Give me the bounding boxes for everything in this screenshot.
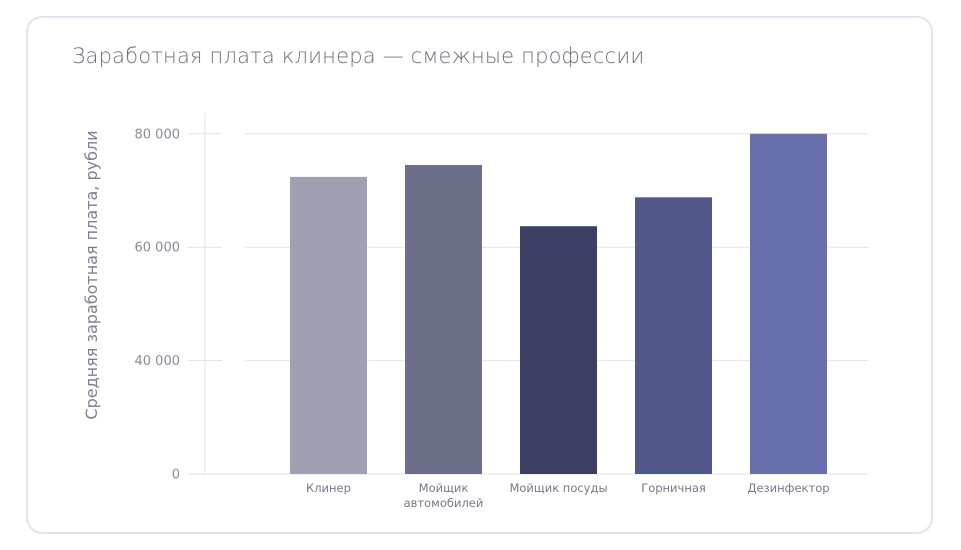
y-tick-label: 60 000	[135, 241, 181, 256]
x-tick-label: Мойщик	[419, 481, 469, 495]
bar	[635, 197, 712, 474]
x-tick-label: автомобилей	[404, 496, 484, 510]
bar	[405, 164, 482, 475]
y-tick-label: 0	[172, 468, 180, 483]
chart-title: Заработная плата клинера — смежные профе…	[72, 44, 645, 68]
x-tick-label: Дезинфектор	[747, 481, 829, 495]
bar	[520, 226, 597, 474]
y-tick-label: 40 000	[135, 354, 181, 369]
bar	[290, 176, 367, 474]
y-tick-label: 80 000	[135, 127, 181, 142]
y-axis-label: Средняя заработная плата, рубли	[82, 130, 101, 419]
x-tick-label: Мойщик посуды	[509, 481, 607, 495]
x-tick-label: Клинер	[306, 481, 351, 495]
chart-card	[26, 16, 933, 534]
x-tick-label: Горничная	[641, 481, 706, 495]
bar	[750, 133, 827, 475]
